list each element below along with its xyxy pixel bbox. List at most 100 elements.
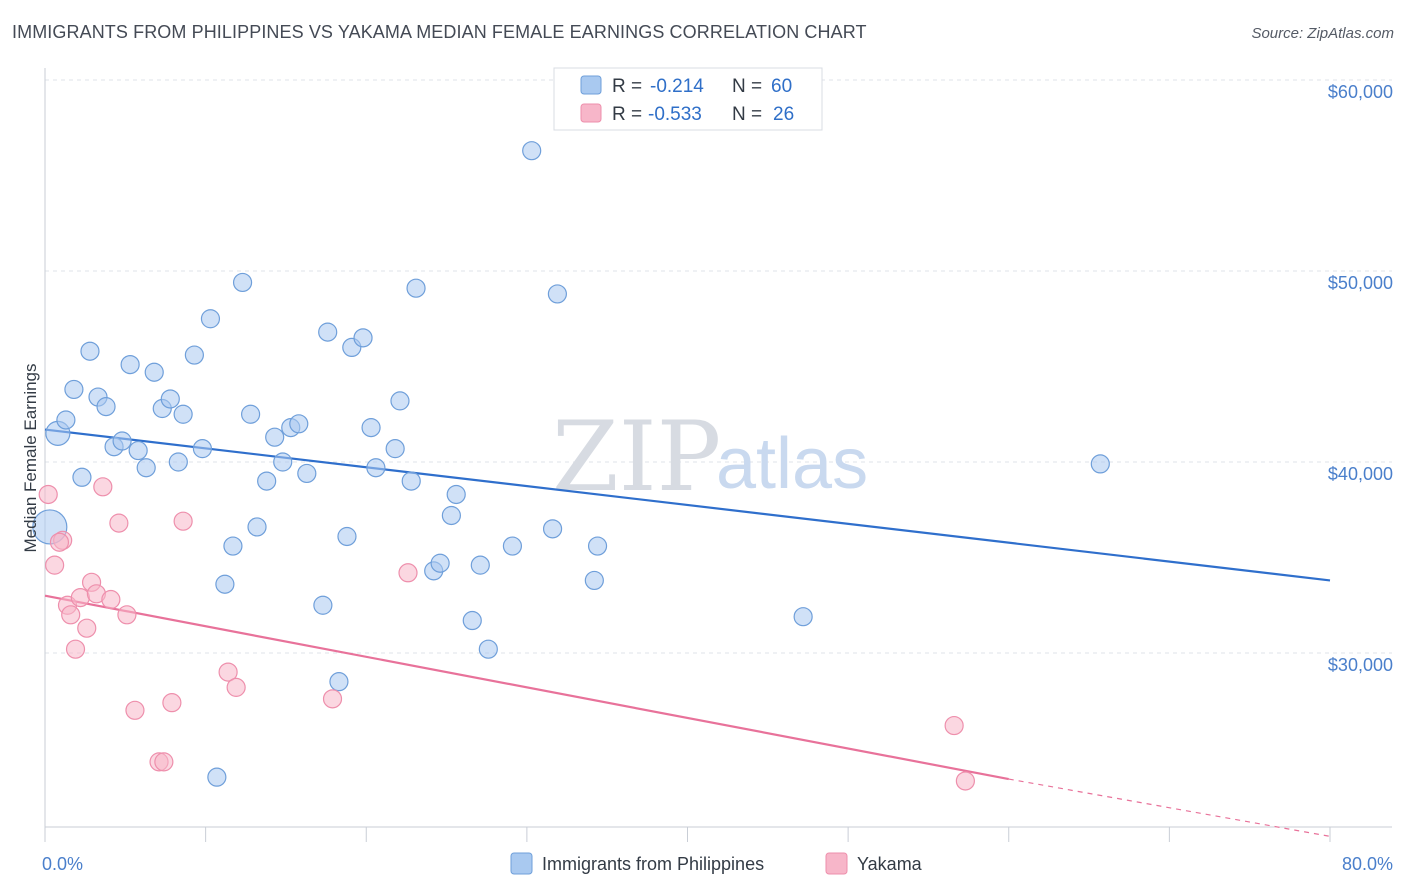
point-philippines xyxy=(361,418,381,438)
point-philippines xyxy=(462,610,482,631)
x-tick-label: 0.0% xyxy=(42,854,83,874)
point-philippines xyxy=(128,440,148,461)
point-philippines xyxy=(446,484,466,505)
axes xyxy=(44,68,1392,842)
point-yakama xyxy=(109,513,129,533)
point-philippines xyxy=(273,452,293,472)
legend-swatch-philippines xyxy=(580,75,602,95)
point-philippines xyxy=(441,505,461,526)
legend-n-label-philippines: N = xyxy=(732,76,762,97)
point-yakama xyxy=(61,605,81,625)
data-points xyxy=(32,141,1110,791)
point-yakama xyxy=(226,677,246,697)
point-philippines xyxy=(470,555,490,575)
y-tick-label: $30,000 xyxy=(1328,655,1393,675)
point-philippines xyxy=(241,404,261,424)
point-philippines xyxy=(232,272,253,293)
point-philippines xyxy=(522,141,542,161)
point-philippines xyxy=(223,536,243,556)
legend-bottom: Immigrants from Philippines Yakama xyxy=(510,852,923,875)
point-philippines xyxy=(318,322,338,342)
legend-r-value-yakama: -0.533 xyxy=(648,104,702,125)
legend-n-value-yakama: 26 xyxy=(773,104,794,125)
watermark-atlas: atlas xyxy=(716,424,868,504)
point-philippines xyxy=(184,345,204,365)
point-philippines xyxy=(168,452,188,472)
point-yakama xyxy=(38,484,58,505)
y-tick-label: $60,000 xyxy=(1328,82,1393,102)
point-philippines xyxy=(160,389,180,409)
y-axis-label: Median Female Earnings xyxy=(21,364,40,553)
point-philippines xyxy=(215,574,235,594)
tick-labels: $30,000 $40,000 $50,000 $60,000 0.0% 80.0% xyxy=(42,82,1393,874)
point-philippines xyxy=(313,595,333,615)
point-philippines xyxy=(366,458,386,478)
y-tick-label: $50,000 xyxy=(1328,273,1393,293)
point-yakama xyxy=(955,771,975,791)
point-yakama xyxy=(101,589,121,610)
point-philippines xyxy=(390,391,410,411)
point-philippines xyxy=(173,404,193,424)
legend-top: R = -0.214 N = 60 R = -0.533 N = 26 xyxy=(553,67,823,131)
legend-swatch-yakama xyxy=(580,103,602,123)
point-philippines xyxy=(547,284,567,304)
x-tick-label: 80.0% xyxy=(1342,854,1393,874)
point-philippines xyxy=(112,431,132,451)
source-label: Source: ZipAtlas.com xyxy=(1251,25,1394,42)
point-philippines xyxy=(64,379,84,400)
point-yakama xyxy=(65,639,86,659)
point-philippines xyxy=(353,328,373,348)
legend-r-label-yakama: R = xyxy=(612,104,642,125)
point-philippines xyxy=(337,526,357,547)
point-yakama xyxy=(162,693,182,713)
trend-lines xyxy=(44,428,1331,837)
point-yakama xyxy=(173,511,193,531)
point-philippines xyxy=(56,410,76,430)
legend-r-value-philippines: -0.214 xyxy=(650,76,704,97)
point-philippines xyxy=(144,362,164,382)
point-yakama xyxy=(154,752,174,772)
point-philippines xyxy=(257,471,277,491)
point-philippines xyxy=(329,672,349,692)
point-yakama xyxy=(70,588,90,608)
point-yakama xyxy=(322,689,343,709)
legend-n-label-yakama: N = xyxy=(732,104,762,125)
point-philippines xyxy=(478,639,498,659)
point-philippines xyxy=(96,397,116,417)
watermark-zip: ZIP xyxy=(552,401,721,513)
point-yakama xyxy=(93,477,113,497)
point-philippines xyxy=(200,309,221,329)
chart-title: IMMIGRANTS FROM PHILIPPINES VS YAKAMA ME… xyxy=(12,22,867,42)
point-philippines xyxy=(502,536,523,556)
legend-n-value-philippines: 60 xyxy=(771,76,792,97)
point-philippines xyxy=(297,463,317,484)
point-philippines xyxy=(207,767,227,787)
bottom-legend-swatch-philippines xyxy=(510,852,533,875)
point-philippines xyxy=(247,517,267,537)
point-philippines xyxy=(430,553,450,573)
legend-r-label-philippines: R = xyxy=(612,76,642,97)
trend-line-extension-yakama xyxy=(1008,778,1331,837)
point-philippines xyxy=(80,341,100,361)
point-philippines xyxy=(1090,454,1110,474)
point-yakama xyxy=(398,563,418,583)
grid-lines xyxy=(45,79,1392,654)
point-philippines xyxy=(584,570,604,591)
y-tick-label: $40,000 xyxy=(1328,464,1393,484)
point-yakama xyxy=(49,532,70,552)
point-philippines xyxy=(72,467,92,487)
trend-line-yakama xyxy=(44,594,1009,781)
bottom-legend-swatch-yakama xyxy=(825,852,848,875)
point-yakama xyxy=(117,605,137,625)
point-yakama xyxy=(77,618,97,638)
point-yakama xyxy=(45,555,65,575)
point-philippines xyxy=(542,519,563,539)
point-philippines xyxy=(406,278,426,298)
point-philippines xyxy=(265,427,285,447)
point-yakama xyxy=(218,662,238,682)
point-philippines xyxy=(136,458,156,478)
bottom-legend-label-yakama: Yakama xyxy=(857,854,923,874)
watermark: ZIP atlas xyxy=(552,401,868,513)
point-philippines xyxy=(587,536,608,556)
